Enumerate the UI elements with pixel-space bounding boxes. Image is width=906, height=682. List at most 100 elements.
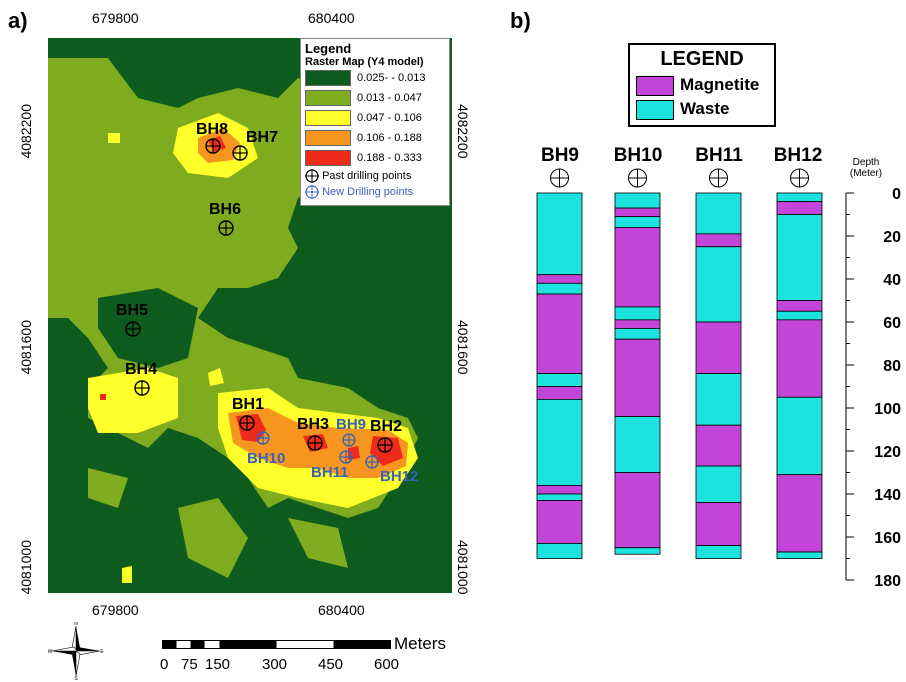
compass-e: E xyxy=(100,649,104,655)
log-interval-bh12-4 xyxy=(776,310,823,321)
legend-new-label: New Drilling points xyxy=(322,186,414,198)
left-coord-1: 4082200 xyxy=(18,104,34,159)
compass-s: S xyxy=(74,676,78,680)
log-icon-bh9 xyxy=(550,168,569,188)
bottom-coord-1: 679800 xyxy=(92,602,139,618)
legend-new-row: New Drilling points xyxy=(305,184,445,200)
label-bh4: BH4 xyxy=(125,361,158,378)
log-header-bh11: BH11 xyxy=(695,145,743,166)
scale-tick-600: 600 xyxy=(374,656,400,673)
legend-label-2: 0.013 - 0.047 xyxy=(357,92,422,104)
label-bh6: BH6 xyxy=(209,201,242,218)
log-interval-bh10-0 xyxy=(614,192,661,209)
depth-title: Depth xyxy=(852,157,880,168)
log-interval-bh12-3 xyxy=(776,300,823,312)
log-interval-bh11-5 xyxy=(695,424,742,467)
map-legend-subtitle: Raster Map (Y4 model) xyxy=(305,56,424,68)
log-interval-bh12-7 xyxy=(776,474,823,553)
depth-unit: (Meter) xyxy=(849,168,883,179)
label-bh10: BH10 xyxy=(247,450,286,467)
log-interval-bh12-0 xyxy=(776,192,823,203)
log-icon-bh12 xyxy=(790,168,809,188)
depth-label-80: 80 xyxy=(883,358,901,375)
top-coord-2: 680400 xyxy=(308,10,355,26)
top-coord-1: 679800 xyxy=(92,10,139,26)
depth-label-0: 0 xyxy=(892,186,901,203)
legend-label-1: 0.025- - 0.013 xyxy=(357,72,426,84)
log-interval-bh9-0 xyxy=(536,192,583,276)
label-bh2: BH2 xyxy=(370,418,403,435)
right-coord-1: 4082200 xyxy=(455,104,471,159)
logs-legend-title: LEGEND xyxy=(660,48,744,70)
compass-n: N xyxy=(74,622,78,627)
log-interval-bh11-1 xyxy=(695,233,742,248)
depth-label-60: 60 xyxy=(883,315,901,332)
legend-swatch-3 xyxy=(305,110,351,127)
legend-swatch-1 xyxy=(305,70,351,87)
compass-w: W xyxy=(48,649,53,655)
left-coord-3: 4081000 xyxy=(18,540,34,595)
new-drilling-icon xyxy=(305,185,319,200)
legend-row-4: 0.106 - 0.188 xyxy=(305,128,445,148)
log-interval-bh11-0 xyxy=(695,192,742,235)
log-interval-bh10-2 xyxy=(614,216,661,228)
legend-swatch-4 xyxy=(305,130,351,147)
label-bh12: BH12 xyxy=(380,468,419,485)
log-icon-bh11 xyxy=(709,168,728,188)
log-interval-bh10-10 xyxy=(614,547,661,555)
log-header-bh10: BH10 xyxy=(613,145,663,166)
scale-tick-0: 0 xyxy=(160,656,169,673)
panel-a-label: a) xyxy=(8,8,28,33)
log-interval-bh12-6 xyxy=(776,396,823,476)
depth-label-120: 120 xyxy=(874,444,901,461)
log-interval-bh10-8 xyxy=(614,416,661,473)
scale-tick-450: 450 xyxy=(318,656,344,673)
log-interval-bh12-1 xyxy=(776,201,823,215)
depth-label-100: 100 xyxy=(874,401,901,418)
log-interval-bh10-4 xyxy=(614,306,661,321)
north-arrow-icon: N S E W xyxy=(48,622,104,680)
log-header-bh12: BH12 xyxy=(773,145,823,166)
log-interval-bh9-8 xyxy=(536,493,583,501)
log-interval-bh10-5 xyxy=(614,319,661,329)
scale-tick-300: 300 xyxy=(262,656,288,673)
log-interval-bh9-10 xyxy=(536,543,583,559)
log-interval-bh10-3 xyxy=(614,227,661,308)
legend-row-2: 0.013 - 0.047 xyxy=(305,88,445,108)
magnetite-swatch xyxy=(636,75,674,96)
scale-tick-75: 75 xyxy=(181,656,198,673)
depth-label-140: 140 xyxy=(874,487,901,504)
legend-swatch-5 xyxy=(305,150,351,167)
scale-unit: Meters xyxy=(394,634,446,653)
log-interval-bh12-5 xyxy=(776,319,823,398)
log-interval-bh9-5 xyxy=(536,386,583,400)
log-interval-bh11-4 xyxy=(695,373,742,426)
right-coord-3: 4081000 xyxy=(455,540,471,595)
map-legend-title: Legend xyxy=(305,41,352,56)
depth-label-160: 160 xyxy=(874,530,901,547)
panel-b-label: b) xyxy=(510,8,531,33)
scale-bar xyxy=(162,640,391,649)
log-interval-bh10-7 xyxy=(614,338,661,417)
log-interval-bh9-6 xyxy=(536,398,583,486)
log-interval-bh12-2 xyxy=(776,214,823,301)
logs-legend-label-2: Waste xyxy=(680,99,730,118)
depth-label-40: 40 xyxy=(883,272,901,289)
log-icon-bh10 xyxy=(628,168,647,188)
legend-row-5: 0.188 - 0.333 xyxy=(305,148,445,168)
log-interval-bh10-1 xyxy=(614,207,661,218)
log-interval-bh10-9 xyxy=(614,472,661,549)
label-bh1: BH1 xyxy=(232,396,265,413)
label-bh11: BH11 xyxy=(311,464,349,481)
bh5-low-zone xyxy=(98,288,198,368)
depth-label-180: 180 xyxy=(874,573,901,590)
legend-label-5: 0.188 - 0.333 xyxy=(357,152,422,164)
log-interval-bh9-4 xyxy=(536,373,583,387)
bottom-coord-2: 680400 xyxy=(318,602,365,618)
label-bh3: BH3 xyxy=(297,416,330,433)
legend-row-3: 0.047 - 0.106 xyxy=(305,108,445,128)
logs-legend-row-2: Waste xyxy=(630,97,774,121)
depth-label-20: 20 xyxy=(883,229,901,246)
borehole-logs[interactable]: 0 20 40 60 80 100 120 140 160 180 xyxy=(520,165,906,625)
log-interval-bh9-1 xyxy=(536,274,583,284)
